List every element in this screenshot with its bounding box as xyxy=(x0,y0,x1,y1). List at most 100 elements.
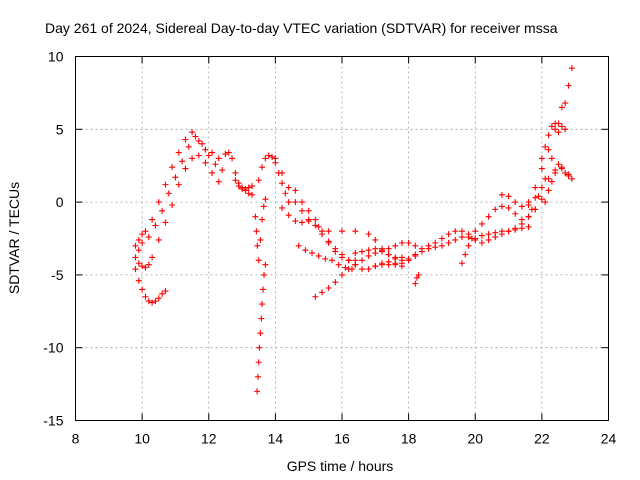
data-point xyxy=(249,191,256,198)
data-point xyxy=(195,152,202,159)
data-point xyxy=(548,123,555,130)
data-point xyxy=(398,239,405,246)
data-point xyxy=(385,261,392,268)
data-point xyxy=(492,206,499,213)
data-point xyxy=(252,213,259,220)
data-point xyxy=(538,165,545,172)
data-point xyxy=(325,285,332,292)
data-point xyxy=(229,155,236,162)
data-point xyxy=(165,190,172,197)
series-arc-v xyxy=(538,120,569,162)
data-point xyxy=(232,177,239,184)
data-point xyxy=(179,158,186,165)
data-point xyxy=(139,286,146,293)
data-point xyxy=(253,228,260,235)
data-point xyxy=(292,199,299,206)
data-point xyxy=(169,164,176,171)
data-point xyxy=(132,266,139,273)
data-point xyxy=(538,196,545,203)
data-point xyxy=(175,149,182,156)
data-point xyxy=(462,251,469,258)
series-arc-m xyxy=(295,242,355,273)
data-point xyxy=(558,123,565,130)
x-tick-label: 8 xyxy=(72,431,80,447)
data-point xyxy=(555,129,562,136)
data-point xyxy=(498,191,505,198)
series-arc-n xyxy=(312,239,419,300)
data-point xyxy=(245,184,252,191)
data-point xyxy=(285,199,292,206)
data-point xyxy=(452,236,459,243)
data-point xyxy=(152,222,159,229)
data-point xyxy=(257,236,264,243)
data-point xyxy=(365,231,372,238)
data-point xyxy=(445,239,452,246)
series-arc-p xyxy=(372,206,539,270)
data-point xyxy=(325,238,332,245)
data-point xyxy=(438,235,445,242)
data-point xyxy=(562,169,569,176)
data-point xyxy=(485,213,492,220)
data-point xyxy=(352,228,359,235)
data-point xyxy=(365,252,372,259)
data-point xyxy=(432,244,439,251)
data-point xyxy=(162,287,169,294)
data-point xyxy=(335,261,342,268)
y-tick-label: 0 xyxy=(56,194,64,210)
data-point xyxy=(159,290,166,297)
data-point xyxy=(315,223,322,230)
data-point xyxy=(249,183,256,190)
x-tick-label: 12 xyxy=(201,431,217,447)
data-point xyxy=(169,202,176,209)
data-point xyxy=(258,315,265,322)
data-point xyxy=(372,236,379,243)
data-point xyxy=(358,257,365,264)
series-arc-b xyxy=(132,133,226,261)
data-point xyxy=(162,219,169,226)
y-tick-labels: -15 -10 -5 0 5 10 xyxy=(43,49,63,429)
data-point xyxy=(535,193,542,200)
data-point xyxy=(299,199,306,206)
data-point xyxy=(498,228,505,235)
data-point xyxy=(255,359,262,366)
data-point xyxy=(365,247,372,254)
data-point xyxy=(257,330,264,337)
data-point xyxy=(145,261,152,268)
data-point xyxy=(132,242,139,249)
y-axis-label: SDTVAR / TECUs xyxy=(6,182,22,294)
data-point xyxy=(135,247,142,254)
data-point xyxy=(209,149,216,156)
data-point xyxy=(202,159,209,166)
data-point xyxy=(285,184,292,191)
data-point xyxy=(518,203,525,210)
data-point xyxy=(155,236,162,243)
data-point xyxy=(465,242,472,249)
data-point xyxy=(548,178,555,185)
data-point xyxy=(219,167,226,174)
data-point xyxy=(558,104,565,111)
data-point xyxy=(262,196,269,203)
data-point xyxy=(378,247,385,254)
data-point xyxy=(545,187,552,194)
data-point xyxy=(512,210,519,217)
data-point xyxy=(305,207,312,214)
data-point xyxy=(162,181,169,188)
data-point xyxy=(385,245,392,252)
data-point xyxy=(260,286,267,293)
data-point xyxy=(302,247,309,254)
data-point xyxy=(358,266,365,273)
data-point xyxy=(262,261,269,268)
data-point xyxy=(265,152,272,159)
series-arc-a xyxy=(132,129,229,249)
series-arc-g xyxy=(254,261,269,395)
data-point xyxy=(159,207,166,214)
data-point xyxy=(256,344,263,351)
data-point xyxy=(232,169,239,176)
data-point xyxy=(245,190,252,197)
series-arc-r xyxy=(458,196,545,267)
grid xyxy=(75,56,609,421)
data-point xyxy=(339,271,345,278)
data-point xyxy=(365,266,372,273)
data-point xyxy=(269,153,276,160)
y-tick-label: 5 xyxy=(56,121,64,137)
